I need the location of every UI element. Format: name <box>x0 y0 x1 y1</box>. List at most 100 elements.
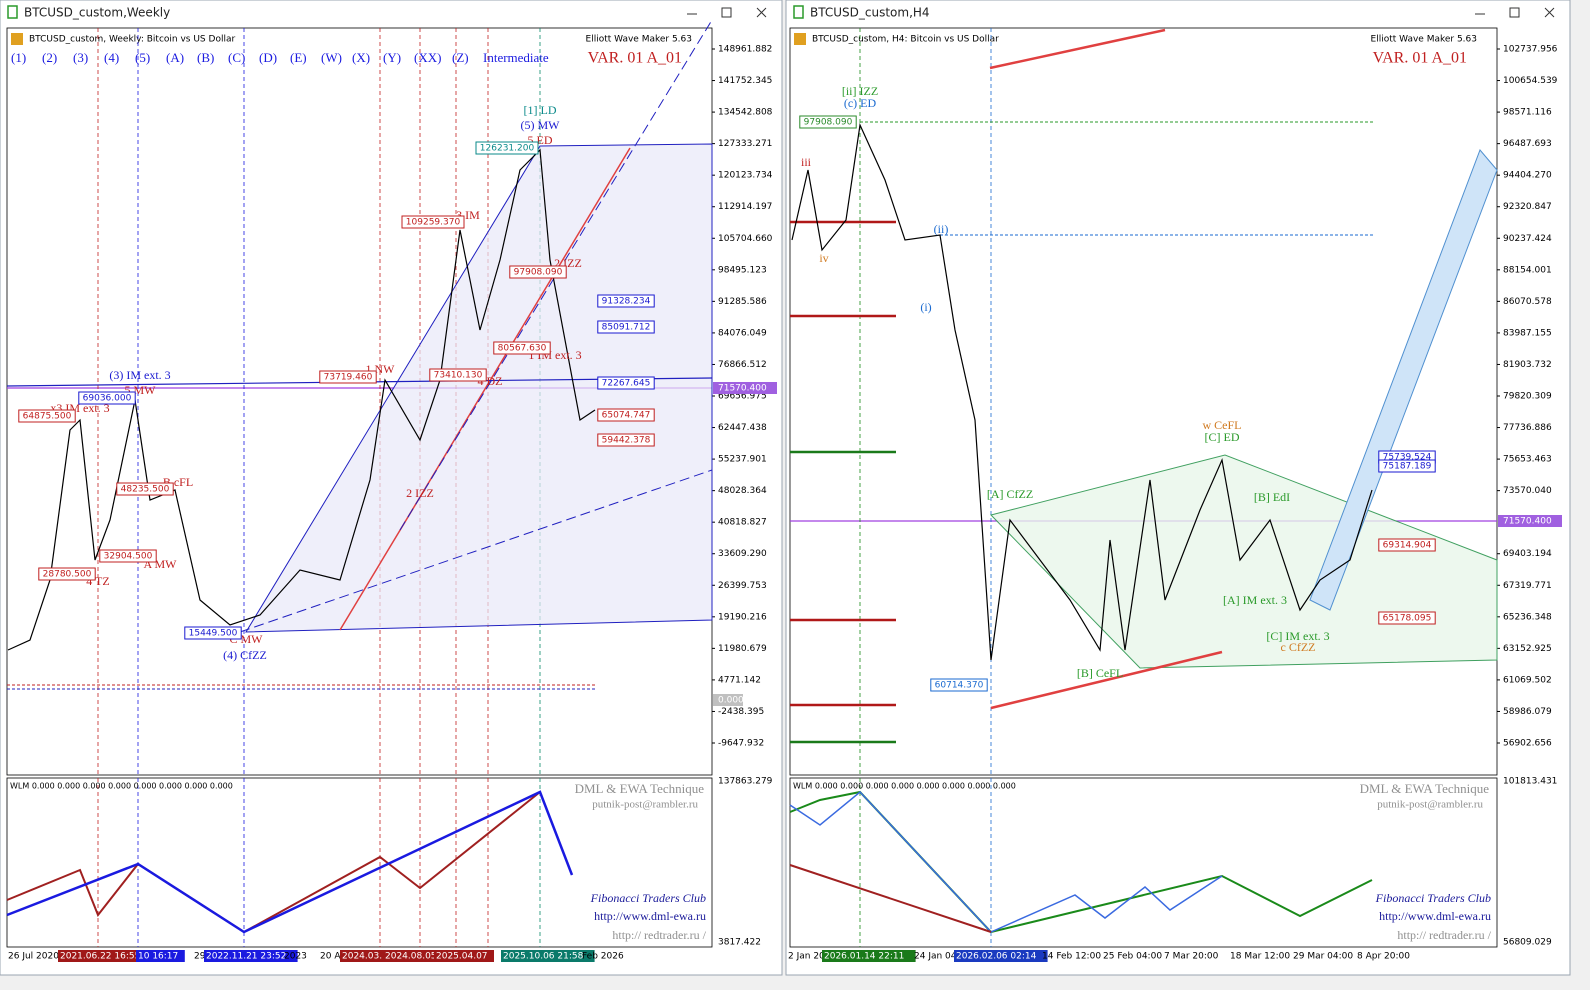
variant-label: VAR. 01 A_01 <box>1373 50 1467 67</box>
price-box-label: 65178.095 <box>1383 614 1432 624</box>
date-label: 2024.03. <box>342 952 382 962</box>
price-label: 33609.290 <box>718 549 767 559</box>
date-highlight <box>383 950 443 962</box>
window-icon <box>793 5 804 19</box>
price-box-label: 69314.904 <box>1383 541 1432 551</box>
price-label: 79820.309 <box>1503 392 1552 402</box>
date-highlight <box>434 950 494 962</box>
channel <box>990 454 1498 669</box>
price-label: 100654.539 <box>1503 76 1558 86</box>
price-label: 69403.194 <box>1503 549 1552 559</box>
price-box <box>493 341 551 355</box>
price-box <box>99 549 157 563</box>
price-label: 63152.925 <box>1503 644 1552 654</box>
current-price-box <box>1498 515 1562 527</box>
wave-degree-button[interactable]: (C) <box>228 50 245 65</box>
ewm-version: Elliott Wave Maker 5.63 <box>586 35 692 45</box>
date-highlight <box>954 950 1048 962</box>
price-label: 96487.693 <box>1503 139 1552 149</box>
date-label: 29 Mar 04:00 <box>1293 952 1353 962</box>
maximize-button[interactable] <box>721 7 732 18</box>
indicator-path <box>6 790 574 934</box>
price-box <box>401 215 465 229</box>
price-label: 120123.734 <box>718 171 773 181</box>
wave-degree-button[interactable]: (3) <box>73 50 88 65</box>
wave-degree-button[interactable]: Intermediate <box>483 50 549 65</box>
price-label: 48028.364 <box>718 486 767 496</box>
price-label: 55237.901 <box>718 455 767 465</box>
indicator-path <box>789 790 1223 933</box>
price-path <box>7 148 596 651</box>
window-title: BTCUSD_custom,H4 <box>810 6 930 20</box>
wave-degree-button[interactable]: (XX) <box>414 50 441 65</box>
price-label: 56902.656 <box>1503 739 1552 749</box>
symbol-icon <box>794 33 806 45</box>
price-box-label: 60714.370 <box>935 681 984 691</box>
price-box <box>597 408 655 422</box>
price-label: 88154.001 <box>1503 265 1552 275</box>
wave-label: iv <box>819 251 828 265</box>
price-label: 65236.348 <box>1503 612 1552 622</box>
wave-label: c CfZZ <box>1281 640 1316 654</box>
indicator-header: WLM 0.000 0.000 0.000 0.000 0.000 0.000 … <box>793 782 1016 791</box>
price-label: 127333.271 <box>718 139 772 149</box>
brand-label: DML & EWA Technique <box>575 781 705 796</box>
indicator-scale: 101813.431 <box>1503 777 1557 787</box>
wave-degree-button[interactable]: (A) <box>166 50 184 65</box>
wave-degree-button[interactable]: (B) <box>197 50 214 65</box>
date-label: 2025.10.06 21:58 <box>503 952 584 962</box>
trend-line <box>989 28 1166 70</box>
price-label: 134542.808 <box>718 108 773 118</box>
chart-header: BTCUSD_custom, H4: Bitcoin vs US Dollar <box>812 35 999 45</box>
date-label: 25 Feb 04:00 <box>1103 952 1162 962</box>
price-box <box>38 567 96 581</box>
wave-degree-button[interactable]: (E) <box>290 50 307 65</box>
wave-degree-button[interactable]: (Y) <box>383 50 401 65</box>
close-button[interactable] <box>1544 7 1555 18</box>
wave-label: (5) MW <box>521 118 561 132</box>
site-label[interactable]: http:// redtrader.ru / <box>1397 928 1491 942</box>
date-label: 2025.04.07 <box>436 952 488 962</box>
price-box-label: 126231.200 <box>480 144 535 154</box>
price-box-label: 15449.500 <box>189 629 238 639</box>
site-label[interactable]: http://www.dml-ewa.ru <box>1379 909 1491 923</box>
window-icon <box>7 5 18 19</box>
wave-degree-button[interactable]: (X) <box>352 50 370 65</box>
price-label: 58986.079 <box>1503 707 1552 717</box>
date-label: 26 Jul 2020 <box>8 952 59 962</box>
wave-degree-button[interactable]: (4) <box>104 50 119 65</box>
indicator-scale: 137863.279 <box>718 777 773 787</box>
close-button[interactable] <box>756 7 767 18</box>
date-label: 2 Jan 20 <box>788 952 825 962</box>
price-label: 98495.123 <box>718 265 767 275</box>
wave-degree-button[interactable]: (5) <box>135 50 150 65</box>
wave-degree-button[interactable]: (2) <box>42 50 57 65</box>
price-label: 105704.660 <box>718 234 773 244</box>
wave-degree-button[interactable]: (1) <box>11 50 26 65</box>
wave-degree-button[interactable]: (D) <box>259 50 277 65</box>
ewm-version: Elliott Wave Maker 5.63 <box>1371 35 1477 45</box>
price-label: 77736.886 <box>1503 423 1552 433</box>
wave-label: (i) <box>920 300 931 314</box>
price-box-label: 80567.630 <box>498 344 547 354</box>
wave-label: [B] EdI <box>1254 490 1290 504</box>
zero-price-box <box>713 694 743 706</box>
site-label[interactable]: http:// redtrader.ru / <box>612 928 706 942</box>
wave-degree-button[interactable]: (Z) <box>452 50 469 65</box>
price-label: 26399.753 <box>718 581 767 591</box>
date-highlight <box>340 950 389 962</box>
price-box <box>509 265 567 279</box>
price-label: 83987.155 <box>1503 328 1552 338</box>
date-label: Feb 2026 <box>582 952 624 962</box>
maximize-button[interactable] <box>1509 7 1520 18</box>
price-box <box>1378 538 1436 552</box>
price-box-label: 97908.090 <box>804 118 853 128</box>
price-label: 98571.116 <box>1503 108 1552 118</box>
site-label[interactable]: http://www.dml-ewa.ru <box>594 909 706 923</box>
date-label: 2024.08.05 <box>385 952 437 962</box>
price-box-label: 73719.460 <box>324 373 373 383</box>
date-label: 10 16:17 <box>138 952 178 962</box>
wave-degree-button[interactable]: (W) <box>321 50 342 65</box>
price-label: 69656.975 <box>718 392 767 402</box>
price-box-label: 65074.747 <box>602 411 651 421</box>
